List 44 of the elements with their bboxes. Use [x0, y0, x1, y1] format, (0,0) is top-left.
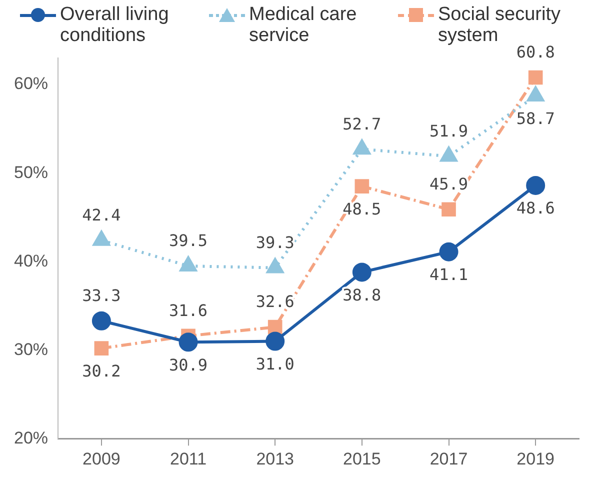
- y-tick-label: 60%: [14, 74, 48, 94]
- legend-label: Medical care service: [249, 4, 358, 46]
- x-tick-label: 2009: [82, 449, 120, 468]
- x-tick-label: 2011: [170, 449, 207, 468]
- y-tick-label: 20%: [14, 428, 48, 448]
- y-tick-label: 30%: [14, 340, 48, 359]
- x-tick-label: 2013: [256, 449, 294, 468]
- data-label: 30.2: [82, 361, 121, 380]
- data-label: 31.0: [256, 354, 294, 374]
- point: [354, 140, 370, 155]
- data-label: 51.9: [429, 121, 468, 140]
- point: [92, 311, 111, 330]
- y-tick-label: 40%: [14, 251, 48, 270]
- data-label: 38.8: [342, 285, 382, 304]
- data-label: 45.9: [429, 174, 468, 194]
- x-tick-label: 2019: [516, 449, 554, 468]
- data-label: 41.1: [429, 264, 468, 284]
- data-label: 39.3: [256, 232, 294, 252]
- point: [268, 320, 282, 334]
- x-tick-label: 2015: [343, 449, 381, 468]
- point: [352, 262, 372, 282]
- data-label: 48.6: [516, 198, 555, 218]
- point: [442, 202, 456, 217]
- data-label: 42.4: [82, 205, 121, 224]
- point: [527, 86, 544, 102]
- data-label: 39.5: [169, 231, 208, 250]
- point: [439, 242, 458, 262]
- data-label: 33.3: [82, 286, 121, 306]
- y-tick-label: 50%: [14, 162, 48, 182]
- legend-label: Overall living conditions: [60, 4, 170, 46]
- point: [180, 256, 197, 272]
- data-label: 52.7: [342, 114, 382, 134]
- data-label: 48.5: [342, 200, 382, 218]
- data-label: 58.7: [516, 109, 555, 128]
- data-label: 30.9: [169, 355, 208, 374]
- x-tick-label: 2017: [430, 449, 468, 468]
- point: [440, 146, 458, 162]
- point: [93, 230, 110, 246]
- point: [266, 332, 285, 351]
- data-label: 31.6: [169, 301, 208, 320]
- point: [354, 179, 370, 194]
- point: [178, 332, 198, 352]
- point: [526, 176, 546, 195]
- point: [94, 341, 109, 356]
